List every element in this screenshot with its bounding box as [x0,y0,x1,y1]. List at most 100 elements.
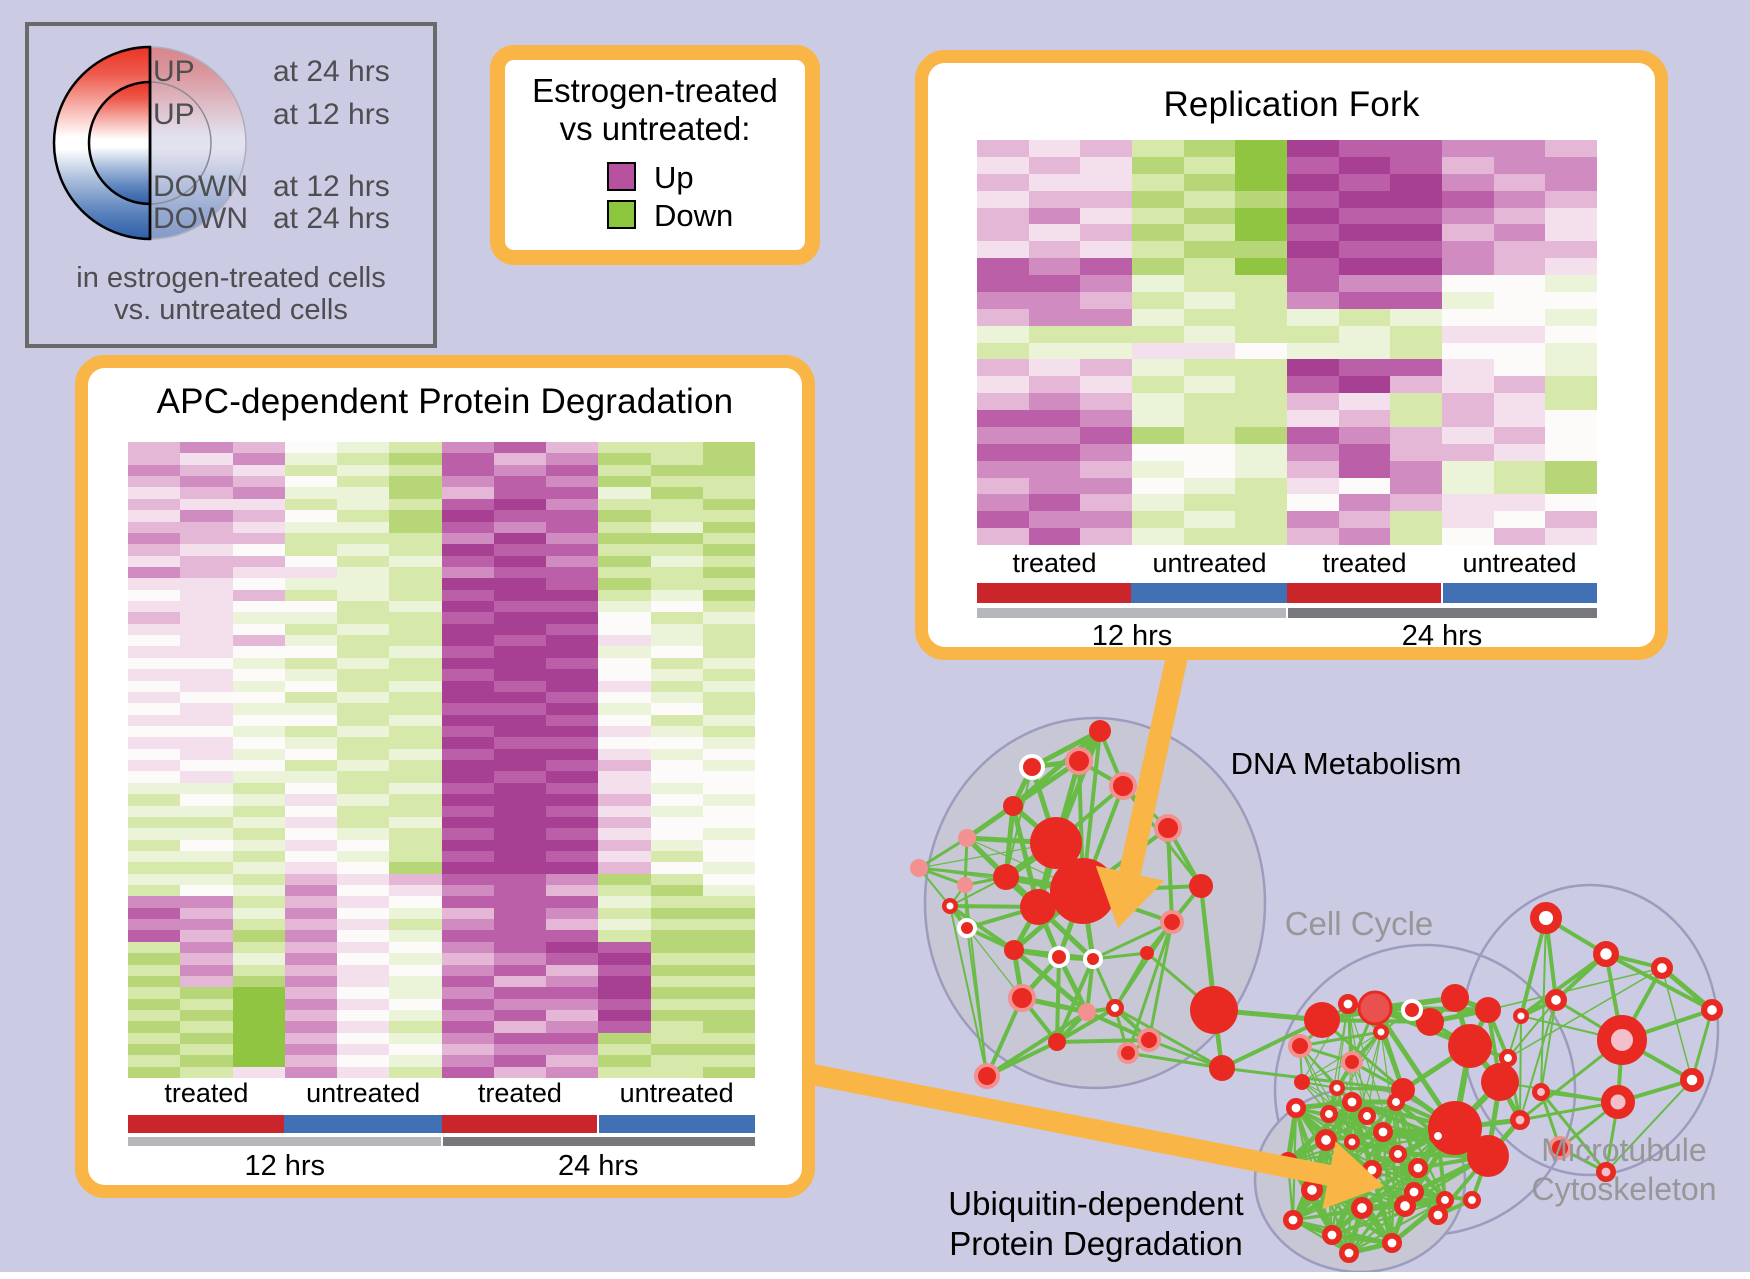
network-node [1389,1145,1408,1164]
network-node [1393,1194,1416,1217]
network-node [1078,1003,1096,1021]
time-bar-12hrs [977,608,1286,618]
legend-title: Estrogen-treated vs untreated: [532,72,778,147]
decoder-direction: DOWN [153,170,248,203]
network-node [1650,957,1673,980]
time-label: 12 hrs [1091,620,1173,652]
network-node [1008,984,1036,1012]
network-node [1548,1136,1572,1160]
network-node [1512,1007,1529,1024]
network-node [1475,997,1501,1023]
network-node [1019,754,1045,780]
flow-arrow [1095,649,1189,928]
decoder-direction: UP [153,98,195,131]
condition-bar [977,583,1131,603]
network-node [1429,1127,1448,1146]
condition-bar [1287,583,1441,603]
legend-item-down: Down [607,198,733,234]
network-node [1448,1024,1492,1068]
network-node [1350,1196,1373,1219]
network-node [974,1063,1000,1089]
legend-item-up: Up [607,160,694,196]
time-bar-24hrs [1288,608,1597,618]
network-node [1209,1055,1235,1081]
cluster-label-microtubule: Microtubule Cytoskeleton [1531,1132,1717,1207]
network-node [957,918,977,938]
network-node [1003,796,1023,816]
time-label: 24 hrs [1401,620,1483,652]
network-node [1532,1083,1551,1102]
network-node [1700,999,1723,1022]
decoder-caption-line2: vs. untreated cells [114,294,348,326]
rf-panel-title: Replication Fork [1163,85,1420,124]
network-node [1601,1085,1636,1120]
cluster-label-dna-metabolism: DNA Metabolism [1230,746,1462,781]
network-node [1544,989,1567,1012]
network-node [1140,946,1154,960]
condition-bar [128,1115,284,1133]
bottom-margin [0,1272,1750,1279]
network-node [1338,993,1359,1014]
cluster-label-ubiquitin: Ubiquitin-dependent Protein Degradation [948,1185,1244,1262]
network-node [1300,1178,1323,1201]
apc-heatmap [128,442,755,1079]
network-node [1320,1105,1339,1124]
network-node [1441,984,1469,1012]
condition-label: untreated [306,1078,421,1108]
network-nodes [910,720,1723,1264]
network-node [910,859,928,877]
network-node [1597,1015,1647,1065]
network-node [1328,1079,1345,1096]
network-node [1481,1063,1519,1101]
condition-label: treated [164,1078,249,1108]
network-node [1030,817,1082,869]
network-node [1404,1182,1425,1203]
apc-panel-title: APC-dependent Protein Degradation [156,382,734,421]
network-node [1342,1092,1363,1113]
decoder-time: at 12 hrs [273,170,390,203]
decoder-time: at 24 hrs [273,55,390,88]
updown-decoder-legend: UP at 24 hrs UP at 12 hrs DOWN at 12 hrs… [25,22,437,348]
network-node [1593,941,1620,968]
network-node [1065,747,1093,775]
network-node [958,829,976,847]
network-node [1499,1049,1518,1068]
network-node [1190,986,1238,1034]
network-node [1283,1210,1304,1231]
time-bar-24hrs [442,1137,755,1146]
network-node [1467,1135,1509,1177]
network-node [1436,1191,1455,1210]
decoder-direction: DOWN [153,202,248,235]
condition-label: untreated [1462,548,1577,578]
flow-arrow [808,1063,1384,1210]
network-node [1322,1225,1343,1246]
network-node [1294,1074,1310,1090]
decoder-caption-line1: in estrogen-treated cells [76,262,386,294]
network-node [1358,1107,1377,1126]
network-node [1083,949,1103,969]
time-label: 24 hrs [557,1150,639,1182]
network-node [1373,1122,1394,1143]
network-node [1372,1023,1389,1040]
network-node [1341,1051,1363,1073]
decoder-time: at 12 hrs [273,98,390,131]
network-node [1048,1033,1066,1051]
network-node [1154,814,1182,842]
updown-color-legend: Estrogen-treated vs untreated: Up Down [490,45,820,265]
updown-dial-icon [52,45,247,241]
network-node [1189,874,1213,898]
time-label: 12 hrs [244,1150,326,1182]
network-node [1089,720,1111,742]
network-node [1048,946,1070,968]
network-node [941,897,958,914]
condition-label: treated [477,1078,562,1108]
decoder-direction: UP [153,55,195,88]
condition-label: treated [1322,548,1407,578]
network-node [1387,1093,1406,1112]
cluster-label-cell-cycle: Cell Cycle [1284,905,1434,942]
network-node [1314,1128,1337,1151]
condition-label: treated [1012,548,1097,578]
down-color-swatch [607,200,636,229]
network-node [1408,1158,1429,1179]
